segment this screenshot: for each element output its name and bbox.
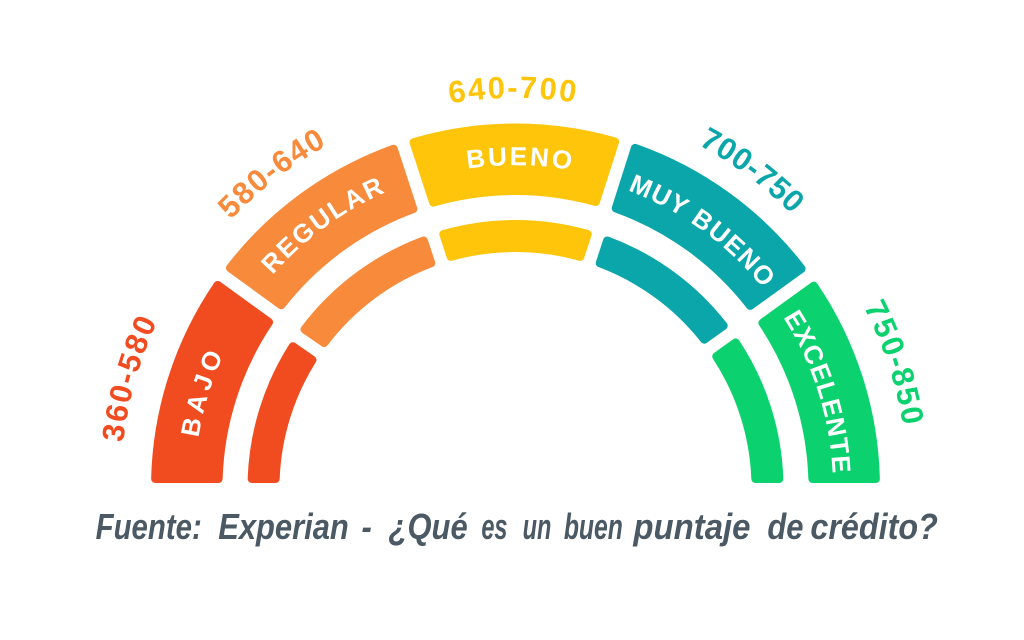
- svg-text:640-700: 640-700: [446, 70, 581, 110]
- svg-text:360-580: 360-580: [95, 309, 164, 444]
- svg-text:BUENO: BUENO: [465, 141, 577, 176]
